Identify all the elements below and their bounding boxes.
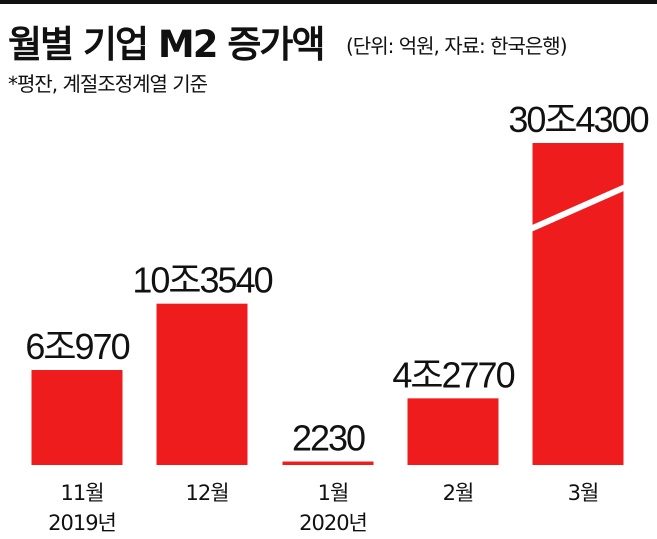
value-label-5: 30조4300 — [508, 99, 648, 140]
bar-3 — [282, 461, 374, 465]
category-label-1: 11월 — [60, 481, 103, 505]
value-label-1: 6조970 — [25, 326, 129, 367]
axis-break-mark — [529, 184, 627, 232]
basis-note: *평잔, 계절조정계열 기준 — [8, 72, 208, 96]
value-label-2: 10조3540 — [132, 260, 272, 301]
category-label-2: 12월 — [185, 481, 228, 505]
category-label-5: 3월 — [568, 481, 599, 505]
chart-title: 월별 기업 M2 증가액 — [8, 23, 325, 66]
bar-4 — [407, 398, 499, 465]
year-label-1: 2019년 — [48, 511, 116, 535]
category-label-3: 1월 — [318, 481, 349, 505]
top-rule — [0, 0, 657, 4]
bar-1 — [31, 370, 123, 465]
bar-2 — [156, 303, 248, 465]
unit-source-note: (단위: 억원, 자료: 한국은행) — [346, 34, 568, 58]
value-label-4: 4조2770 — [392, 354, 514, 395]
category-label-4: 2월 — [443, 481, 474, 505]
year-label-3: 2020년 — [299, 511, 367, 535]
value-label-3: 2230 — [292, 418, 365, 459]
